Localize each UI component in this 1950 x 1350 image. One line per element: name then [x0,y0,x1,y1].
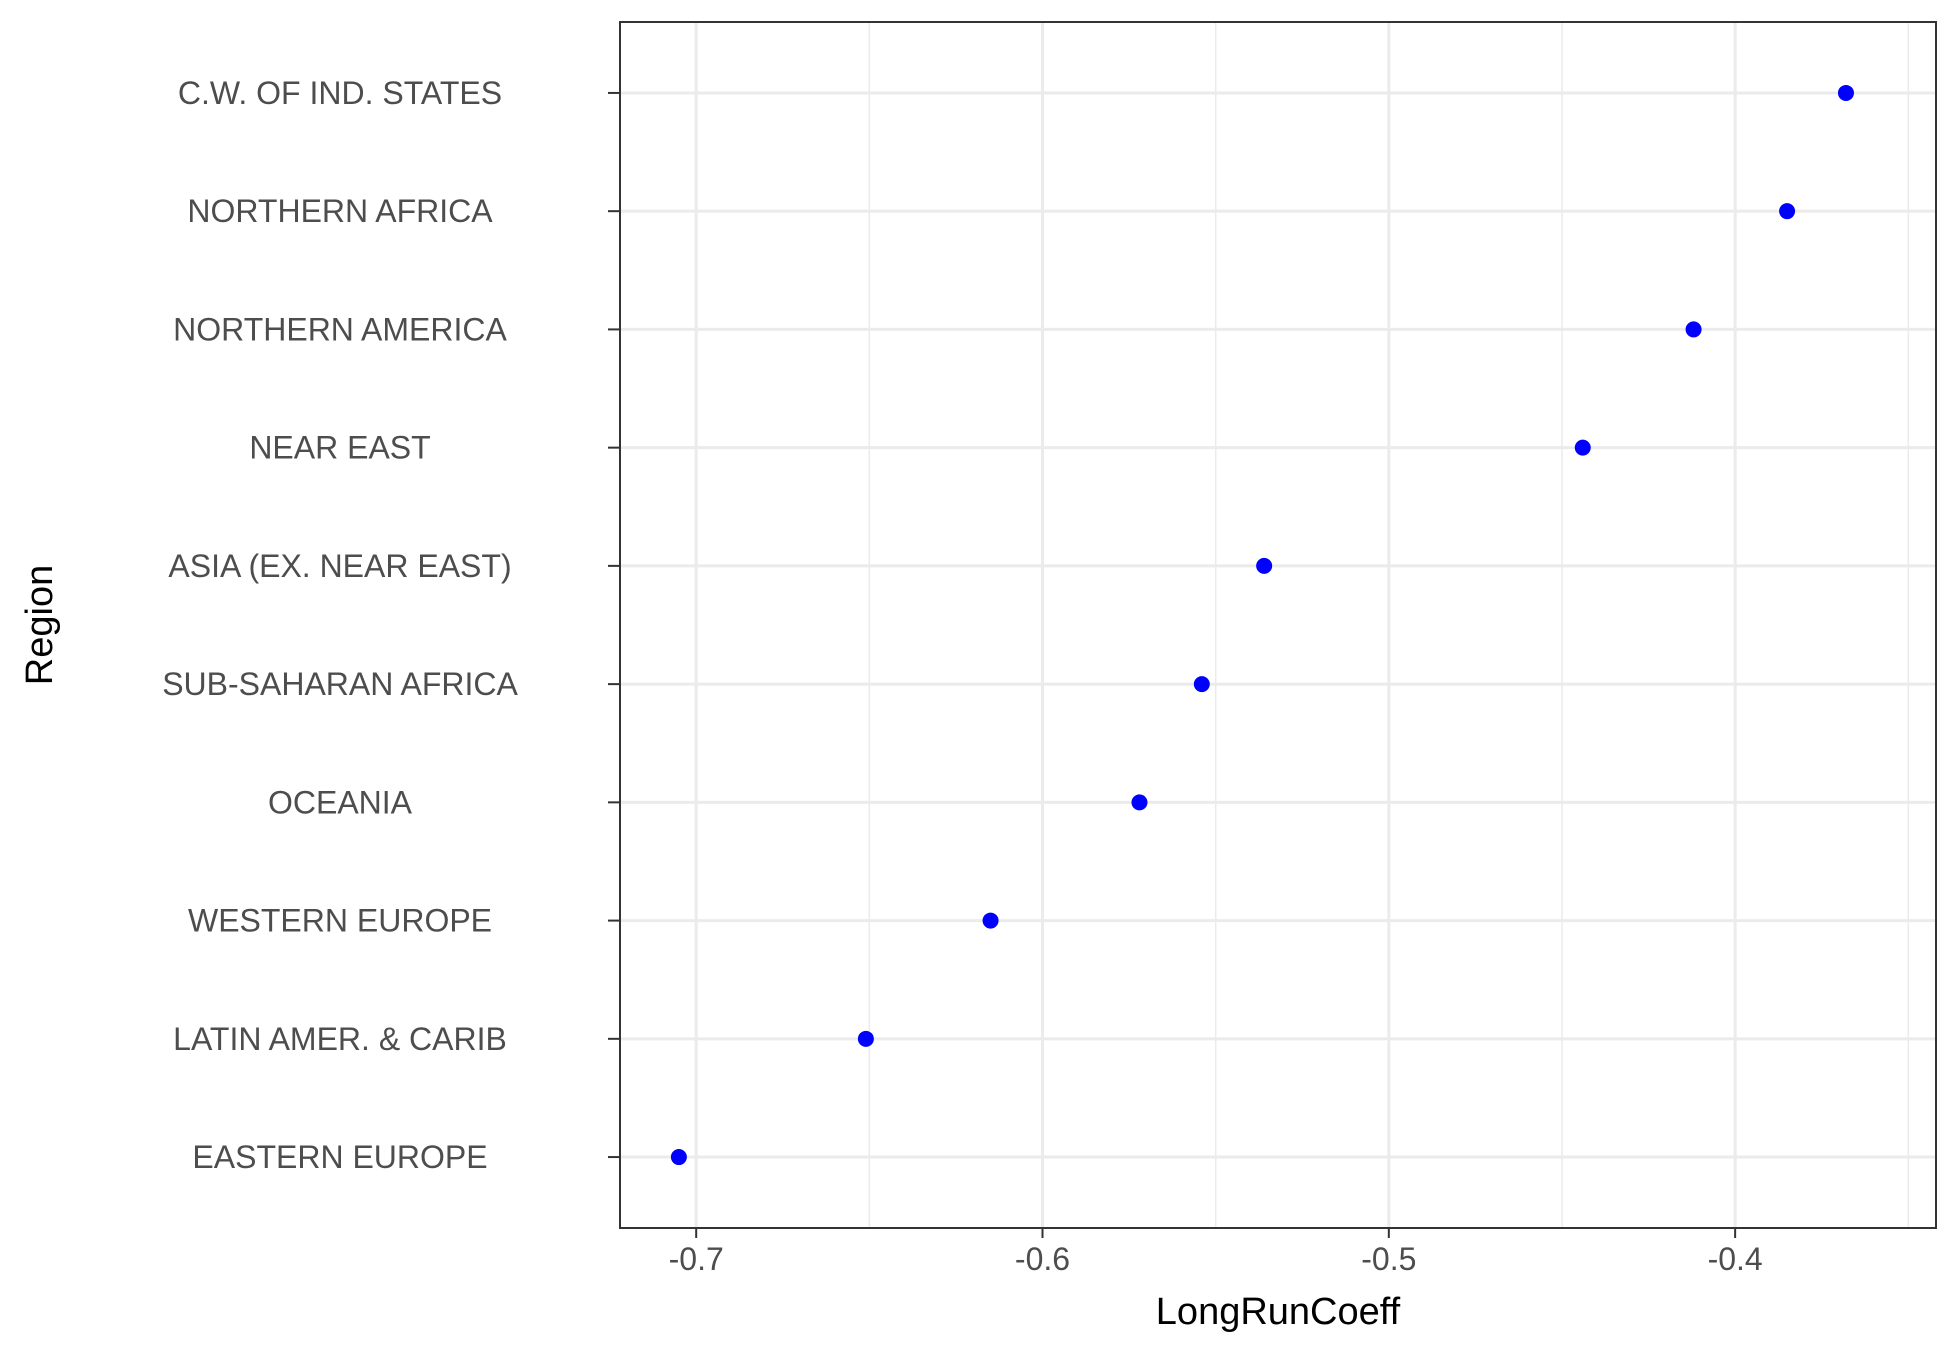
data-points [670,84,1854,1166]
data-point [1837,84,1854,101]
data-point [1685,321,1702,338]
data-point [1256,557,1273,574]
y-tick-label: NORTHERN AFRICA [187,193,493,229]
data-point [1193,676,1210,693]
y-axis-title: Region [19,565,61,685]
data-point [1779,203,1796,220]
data-point [670,1149,687,1166]
plot-border [619,21,1937,1229]
data-point [1574,439,1591,456]
data-point [1131,794,1148,811]
y-tick-label: OCEANIA [268,784,413,820]
data-point [857,1030,874,1047]
y-tick-label: EASTERN EUROPE [192,1139,487,1175]
y-axis-ticks: C.W. OF IND. STATES NORTHERN AFRICA NORTHE… [162,75,620,1175]
y-tick-label: C.W. OF IND. STATES [178,75,502,111]
y-tick-label: NEAR EAST [249,430,430,466]
x-tick-label: -0.6 [1015,1241,1070,1277]
y-tick-label: ASIA (EX. NEAR EAST) [168,548,511,584]
x-tick-label: -0.4 [1708,1241,1763,1277]
y-tick-label: NORTHERN AMERICA [173,311,507,347]
x-axis-title: LongRunCoeff [1156,1291,1401,1333]
x-tick-label: -0.7 [669,1241,724,1277]
x-tick-label: -0.5 [1361,1241,1416,1277]
y-tick-label: WESTERN EUROPE [188,903,492,939]
x-axis-ticks: -0.7 -0.6 -0.5 -0.4 [669,1228,1763,1277]
plot-panel [620,22,1936,1228]
data-point [982,912,999,929]
grid-major [620,22,1936,1228]
y-tick-label: LATIN AMER. & CARIB [173,1021,507,1057]
grid-minor [868,22,1910,1228]
y-tick-label: SUB-SAHARAN AFRICA [162,666,518,702]
